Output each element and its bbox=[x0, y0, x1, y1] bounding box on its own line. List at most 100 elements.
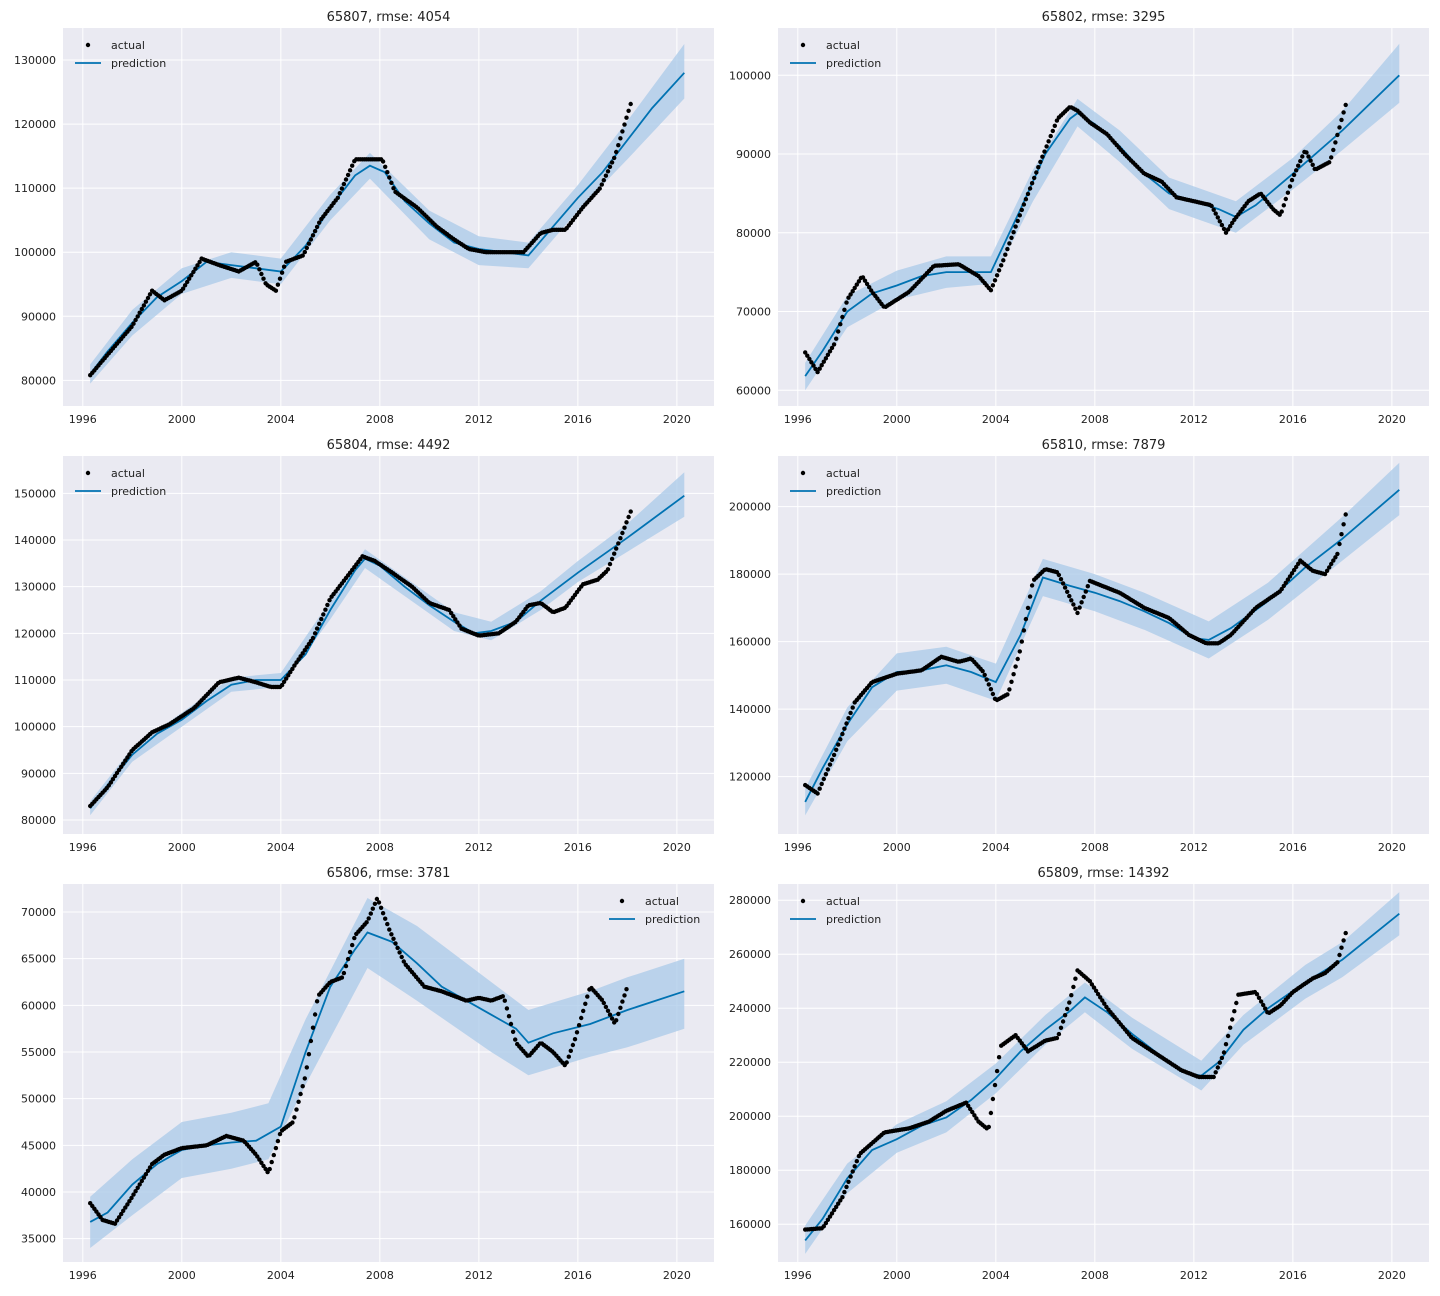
actual-point bbox=[1308, 158, 1313, 163]
x-tick-label: 2020 bbox=[1378, 413, 1406, 426]
actual-point bbox=[862, 278, 868, 283]
actual-point bbox=[1098, 995, 1103, 1000]
actual-point bbox=[1011, 230, 1016, 235]
actual-point bbox=[1093, 988, 1099, 993]
prediction-line bbox=[804, 912, 1400, 1241]
actual-point bbox=[1091, 985, 1097, 990]
actual-point bbox=[986, 682, 991, 687]
plot-background bbox=[778, 456, 1429, 834]
actual-point bbox=[1102, 1001, 1107, 1006]
actual-point bbox=[389, 180, 394, 185]
actual-point bbox=[304, 245, 309, 251]
actual-point bbox=[284, 676, 289, 681]
actual-point bbox=[147, 292, 153, 297]
actual-point bbox=[300, 1084, 305, 1089]
actual-point bbox=[864, 281, 870, 287]
legend-actual-label: actual bbox=[111, 467, 145, 480]
actual-point bbox=[970, 1109, 975, 1115]
actual-point bbox=[844, 1184, 849, 1190]
actual-point bbox=[1046, 139, 1051, 144]
actual-point bbox=[189, 273, 194, 278]
actual-point bbox=[1221, 1050, 1227, 1055]
actual-point bbox=[1335, 132, 1340, 138]
actual-point bbox=[603, 173, 609, 178]
actual-point bbox=[391, 936, 396, 941]
y-tick-label: 80000 bbox=[21, 374, 56, 387]
actual-point bbox=[123, 1205, 128, 1210]
actual-point bbox=[114, 770, 120, 776]
actual-point bbox=[599, 182, 604, 187]
actual-point bbox=[129, 1195, 134, 1201]
actual-point bbox=[364, 920, 369, 925]
actual-point bbox=[399, 954, 404, 960]
y-tick-label: 35000 bbox=[21, 1233, 56, 1246]
actual-point bbox=[821, 776, 826, 782]
actual-point bbox=[380, 911, 386, 916]
actual-point bbox=[568, 1048, 573, 1054]
actual-point bbox=[133, 1189, 138, 1194]
actual-point bbox=[831, 342, 837, 347]
actual-point bbox=[310, 1025, 316, 1030]
actual-point bbox=[852, 285, 857, 291]
subplot: 1996 2000 2004 2008 2012 2016 2020 160000 180000… bbox=[729, 866, 1429, 1282]
subplot-title: 65809, rmse: 14392 bbox=[1037, 866, 1169, 881]
plot-background bbox=[63, 28, 714, 406]
actual-point bbox=[455, 620, 460, 625]
actual-point bbox=[1329, 561, 1334, 567]
x-tick-label: 2000 bbox=[883, 841, 911, 854]
actual-point bbox=[143, 1172, 149, 1177]
actual-point bbox=[829, 1211, 835, 1216]
actual-point bbox=[988, 288, 994, 293]
actual-point bbox=[277, 1131, 283, 1137]
plot-background bbox=[778, 884, 1429, 1262]
actual-point bbox=[1058, 577, 1064, 582]
actual-point bbox=[350, 163, 355, 168]
actual-point bbox=[1011, 672, 1016, 677]
y-tick-label: 240000 bbox=[729, 1002, 771, 1015]
actual-point bbox=[852, 1164, 857, 1169]
actual-point bbox=[112, 1221, 118, 1226]
legend-prediction-label: prediction bbox=[645, 913, 700, 926]
prediction-band bbox=[90, 44, 685, 384]
actual-point bbox=[195, 263, 200, 268]
y-tick-label: 130000 bbox=[14, 54, 56, 67]
actual-point bbox=[605, 169, 611, 174]
actual-point bbox=[620, 999, 625, 1004]
actual-point bbox=[599, 997, 604, 1002]
actual-point bbox=[106, 783, 112, 788]
actual-point bbox=[273, 1145, 279, 1151]
actual-point bbox=[622, 122, 627, 127]
actual-point bbox=[1073, 606, 1078, 611]
actual-point bbox=[1095, 991, 1101, 997]
actual-point bbox=[1223, 230, 1229, 235]
actual-point bbox=[1060, 581, 1066, 586]
actual-point bbox=[1306, 154, 1311, 159]
actual-point bbox=[273, 288, 279, 293]
actual-point bbox=[143, 299, 149, 304]
actual-point bbox=[1343, 512, 1348, 517]
actual-point bbox=[343, 177, 349, 182]
actual-point bbox=[145, 1168, 151, 1174]
x-tick-label: 2004 bbox=[982, 841, 1010, 854]
x-tick-label: 1996 bbox=[69, 841, 97, 854]
actual-point bbox=[110, 777, 116, 782]
actual-point bbox=[581, 1008, 586, 1014]
actual-point bbox=[597, 186, 602, 191]
actual-point bbox=[345, 956, 351, 962]
actual-point bbox=[1339, 532, 1344, 537]
actual-point bbox=[1019, 207, 1024, 213]
subplot: 1996 2000 2004 2008 2012 2016 2020 60000 70000 80… bbox=[729, 10, 1429, 426]
actual-point bbox=[1005, 246, 1010, 252]
actual-point bbox=[620, 129, 625, 134]
actual-point bbox=[314, 626, 320, 631]
actual-point bbox=[834, 336, 839, 341]
actual-point bbox=[114, 1218, 120, 1223]
actual-point bbox=[304, 1065, 309, 1070]
actual-point bbox=[803, 350, 808, 355]
actual-point bbox=[401, 959, 406, 964]
actual-point bbox=[618, 1005, 623, 1010]
y-tick-label: 70000 bbox=[736, 306, 771, 319]
actual-point bbox=[310, 635, 316, 641]
plot-area bbox=[803, 462, 1400, 816]
actual-point bbox=[805, 353, 810, 358]
